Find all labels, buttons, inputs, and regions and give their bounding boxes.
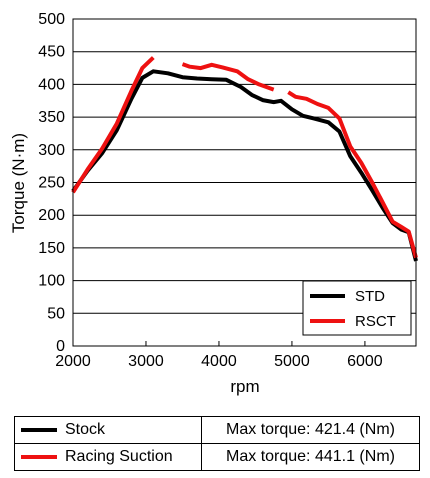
- y-tick-label: 100: [38, 273, 65, 290]
- stock-line-swatch: [21, 427, 57, 432]
- y-tick-label: 500: [38, 11, 65, 28]
- series-label: Stock: [65, 421, 106, 438]
- table-row: Stock Max torque: 421.4 (Nm): [14, 416, 420, 444]
- y-tick-label: 200: [38, 207, 65, 224]
- x-tick-label: 4000: [201, 353, 237, 370]
- legend: STD RSCT: [302, 280, 412, 336]
- table-row: Racing Suction Max torque: 441.1 (Nm): [14, 443, 420, 471]
- max-torque-value: Max torque: 441.1 (Nm): [201, 443, 420, 471]
- y-tick-label: 300: [38, 142, 65, 159]
- x-tick-label: 5000: [274, 353, 310, 370]
- tick-labels: 0 50 100 150 200 250 300 350 400 450 500 2000 3000 40…: [38, 11, 383, 370]
- series-cell: Stock: [14, 416, 202, 444]
- legend-box: [302, 280, 412, 336]
- y-tick-label: 0: [56, 338, 65, 355]
- series-cell: Racing Suction: [14, 443, 202, 471]
- plot-frame: [72, 18, 417, 347]
- y-tick-label: 400: [38, 76, 65, 93]
- x-axis-title: rpm: [230, 377, 259, 396]
- series-line-rsct: [71, 56, 155, 194]
- max-torque-value: Max torque: 421.4 (Nm): [201, 416, 420, 444]
- series-label: Racing Suction: [65, 448, 173, 465]
- x-tick-label: 3000: [128, 353, 164, 370]
- y-tick-label: 150: [38, 240, 65, 257]
- series-line-std: [71, 69, 418, 262]
- series-line-rsct: [181, 62, 275, 92]
- racing-suction-line-swatch: [21, 454, 57, 459]
- y-tick-label: 450: [38, 44, 65, 61]
- y-tick-label: 350: [38, 109, 65, 126]
- x-tick-label: 2000: [55, 353, 91, 370]
- legend-label-rsct: RSCT: [355, 313, 396, 330]
- y-tick-label: 250: [38, 175, 65, 192]
- series-line-rsct: [287, 90, 418, 259]
- torque-chart: 0 50 100 150 200 250 300 350 400 450 500 2000 3000 40…: [9, 11, 418, 396]
- y-tick-label: 50: [47, 305, 65, 322]
- legend-label-std: STD: [355, 288, 385, 305]
- grid-lines: [73, 51, 416, 314]
- max-torque-table: Stock Max torque: 421.4 (Nm) Racing Suct…: [14, 416, 420, 471]
- x-tick-label: 6000: [347, 353, 383, 370]
- y-axis-title: Torque (N·m): [9, 133, 28, 233]
- series-lines: [71, 56, 418, 262]
